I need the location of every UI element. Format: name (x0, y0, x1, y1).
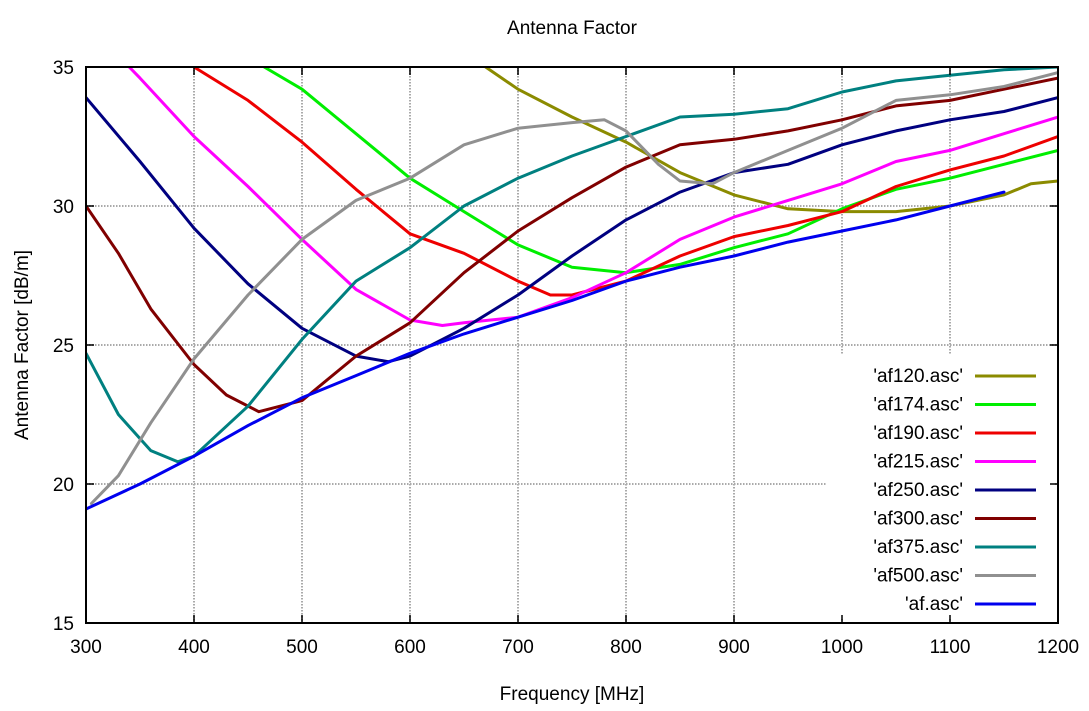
series-line-af174-asc (262, 67, 1058, 275)
series-line-af120-asc (484, 67, 1058, 214)
series-line-af-asc (86, 190, 1006, 511)
x-tick-label: 1100 (930, 637, 971, 658)
ticks: 300 400 500 600 700 800 900 1000 1100 1200 15 20 25 3… (53, 58, 1079, 658)
series-line-af250-asc (86, 96, 1058, 364)
series-line-af375-asc (86, 67, 1058, 464)
x-tick-label: 400 (178, 637, 210, 658)
y-tick-label: 25 (53, 336, 74, 357)
legend: 'af120.asc' 'af174.asc' 'af190.asc' 'af215.… (826, 354, 1054, 619)
legend-label: 'af120.asc' (873, 366, 963, 387)
x-tick-label: 1000 (821, 637, 863, 658)
legend-label: 'af.asc' (905, 594, 963, 615)
legend-label: 'af300.asc' (873, 509, 963, 530)
y-tick-label: 20 (53, 475, 74, 496)
x-tick-label: 300 (70, 637, 102, 658)
chart-title: Antenna Factor (507, 18, 638, 39)
series-line-af500-asc (89, 71, 1058, 505)
y-tick-label: 15 (53, 614, 74, 635)
legend-label: 'af190.asc' (873, 423, 963, 444)
legend-label: 'af375.asc' (873, 537, 963, 558)
plot-series (86, 67, 1058, 511)
legend-label: 'af174.asc' (873, 395, 963, 416)
x-tick-label: 500 (286, 637, 318, 658)
y-tick-label: 30 (53, 197, 74, 218)
series-line-af215-asc (127, 67, 1058, 327)
y-axis-label: Antenna Factor [dB/m] (12, 250, 33, 440)
y-tick-label: 35 (53, 58, 74, 79)
x-tick-label: 900 (718, 637, 750, 658)
legend-label: 'af250.asc' (873, 480, 963, 501)
x-tick-label: 800 (610, 637, 642, 658)
series-line-af190-asc (192, 67, 1058, 297)
x-tick-label: 700 (502, 637, 534, 658)
legend-label: 'af500.asc' (873, 566, 963, 587)
x-tick-label: 600 (394, 637, 426, 658)
x-tick-label: 1200 (1037, 637, 1079, 658)
x-axis-label: Frequency [MHz] (500, 684, 645, 705)
legend-label: 'af215.asc' (873, 452, 963, 473)
